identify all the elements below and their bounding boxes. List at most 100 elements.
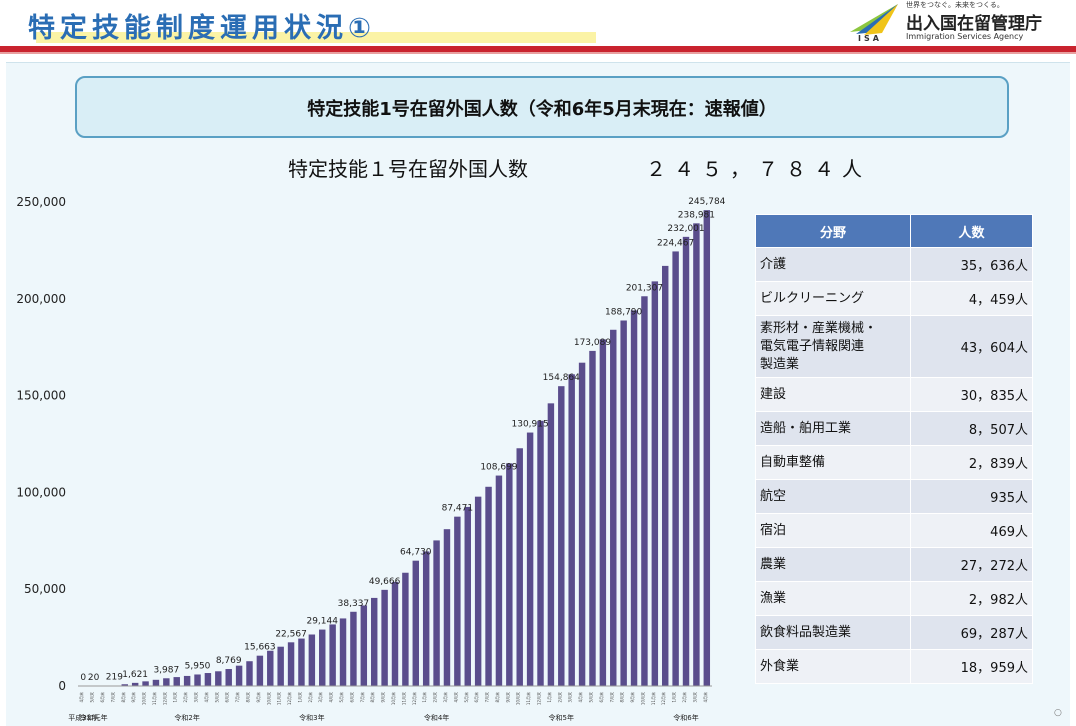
x-tick-label: 8月末: [369, 692, 375, 703]
field-name: 飲食料品製造業: [756, 616, 911, 650]
bar: [340, 618, 346, 686]
field-name: 介護: [756, 248, 911, 282]
x-tick-label: 6月末: [598, 692, 604, 703]
y-tick-label: 150,000: [16, 389, 66, 403]
x-tick-label: 1月末: [421, 692, 427, 703]
page-corner-mark: ○: [1054, 708, 1062, 718]
x-tick-label: 7月末: [359, 692, 365, 703]
x-tick-label: 12月末: [286, 692, 292, 705]
bar: [496, 476, 502, 686]
data-label: 1,621: [122, 670, 148, 680]
field-name: 素形材・産業機械・ 電気電子情報関連 製造業: [756, 316, 911, 378]
field-count: 30，835人: [911, 378, 1033, 412]
bar: [288, 642, 294, 686]
field-count: 69，287人: [911, 616, 1033, 650]
bar: [662, 266, 668, 686]
bar: [350, 612, 356, 686]
table-header-count: 人数: [911, 215, 1033, 248]
bar: [537, 421, 543, 686]
x-tick-label: 7月末: [109, 692, 115, 703]
summary-total: ２４５，７８４人: [646, 153, 870, 182]
bar: [402, 573, 408, 686]
data-label: 38,337: [338, 599, 370, 609]
field-name: 漁業: [756, 582, 911, 616]
x-tick-label: 11月末: [151, 692, 157, 705]
bar: [516, 448, 522, 686]
field-count: 2，982人: [911, 582, 1033, 616]
org-abbr: ISA: [858, 34, 882, 43]
bar: [548, 403, 554, 686]
x-tick-label: 11月末: [400, 692, 406, 705]
data-label: 232,001: [667, 224, 704, 234]
x-tick-label: 10月末: [390, 692, 396, 705]
x-tick-label: 8月末: [619, 692, 625, 703]
bar: [371, 598, 377, 686]
bar: [361, 605, 367, 686]
field-name: 造船・舶用工業: [756, 412, 911, 446]
field-count: 2，839人: [911, 446, 1033, 480]
x-tick-label: 4月末: [577, 692, 583, 703]
bar: [558, 386, 564, 686]
x-tick-label: 5月末: [587, 692, 593, 703]
x-tick-label: 2月末: [182, 692, 188, 703]
bar: [672, 251, 678, 686]
data-label: 108,699: [480, 463, 517, 473]
bar: [153, 680, 159, 686]
bar: [631, 310, 637, 686]
bar: [319, 630, 325, 686]
x-tick-label: 9月末: [130, 692, 136, 703]
field-count: 18，959人: [911, 650, 1033, 684]
y-tick-label: 200,000: [16, 292, 66, 306]
x-tick-label: 1月末: [172, 692, 178, 703]
field-name: 航空: [756, 480, 911, 514]
bar: [225, 669, 231, 686]
field-count: 8，507人: [911, 412, 1033, 446]
header-pink-rule: [0, 52, 1076, 54]
bar: [298, 639, 304, 686]
field-name: 自動車整備: [756, 446, 911, 480]
x-tick-label: 5月末: [463, 692, 469, 703]
field-count: 27，272人: [911, 548, 1033, 582]
data-label: 154,864: [543, 373, 580, 383]
bar: [704, 210, 710, 686]
bar: [142, 681, 148, 686]
x-tick-label: 1月末: [296, 692, 302, 703]
era-label: 令和元年: [80, 713, 108, 722]
x-tick-label: 9月末: [380, 692, 386, 703]
x-tick-label: 1月末: [546, 692, 552, 703]
era-label: 令和5年: [549, 713, 574, 722]
bar: [423, 551, 429, 686]
x-tick-label: 1月末: [671, 692, 677, 703]
x-tick-label: 4月末: [203, 692, 209, 703]
bar: [174, 677, 180, 686]
banner-title: 特定技能1号在留外国人数（令和6年5月末現在：速報値）: [77, 95, 1007, 121]
data-label: 188,790: [605, 308, 642, 318]
data-label: 8,769: [216, 656, 242, 666]
x-tick-label: 6月末: [348, 692, 354, 703]
x-tick-label: 7月末: [234, 692, 240, 703]
x-tick-label: 6月末: [224, 692, 230, 703]
data-label: 20: [88, 673, 100, 683]
bar: [652, 281, 658, 686]
data-label: 29,144: [306, 617, 338, 627]
x-tick-label: 4月末: [452, 692, 458, 703]
x-tick-label: 9月末: [255, 692, 261, 703]
x-tick-label: 12月末: [536, 692, 542, 705]
bar: [413, 561, 419, 686]
x-tick-label: 5月末: [89, 692, 95, 703]
bar: [475, 497, 481, 686]
bar: [329, 624, 335, 686]
data-label: 87,471: [442, 504, 474, 514]
bar: [236, 666, 242, 686]
data-label: 15,663: [244, 643, 276, 653]
x-tick-label: 12月末: [161, 692, 167, 705]
bar: [309, 635, 315, 686]
x-tick-label: 6月末: [473, 692, 479, 703]
x-tick-label: 11月末: [276, 692, 282, 705]
data-label: 3,987: [153, 665, 179, 675]
y-tick-label: 50,000: [24, 582, 66, 596]
x-tick-label: 2月末: [432, 692, 438, 703]
